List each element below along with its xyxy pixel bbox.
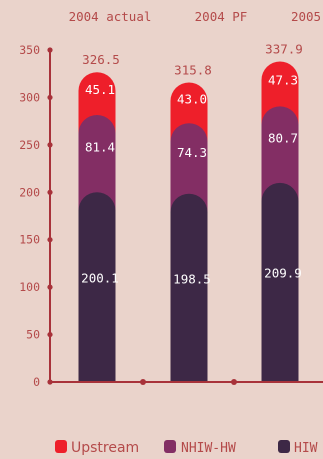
legend-item-upstream: Upstream [55,440,139,456]
segment-value-label: 47.3 [268,72,298,87]
legend-swatch [278,440,290,453]
bar-stack: 200.1 81.4 45.1 326.5 [78,52,120,383]
y-tick-label: 300 [19,90,40,104]
segment-value-label: 209.9 [264,265,302,280]
y-tick-dot [47,47,53,53]
y-tick-label: 350 [19,43,40,57]
y-tick-label: 50 [26,328,40,342]
segment-value-label: 80.7 [268,130,298,145]
bar-segment-hiw [261,182,299,382]
segment-value-label: 74.3 [177,145,207,160]
legend-label: HIW [294,441,318,456]
y-tick-dot [47,94,53,101]
legend-item-hiw: HIW [278,440,318,456]
y-axis: 0 50 100 150 200 250 300 350 [19,43,53,389]
bar-stack: 198.5 74.3 43.0 315.8 [170,62,212,383]
bar-base [78,363,116,382]
segment-value-label: 198.5 [173,271,211,286]
legend-swatch [164,440,176,453]
y-tick-dot [47,284,53,290]
y-tick-dot [47,189,53,195]
legend: Upstream NHIW-HW HIW [55,440,318,456]
y-tick-dot [47,142,53,148]
category-label: 2005 [291,9,321,24]
total-value-label: 315.8 [174,62,212,77]
bars: 200.1 81.4 45.1 326.5 198.5 74.3 43.0 315.8 209.… [78,41,303,383]
legend-swatch [55,440,67,453]
y-tick-label: 250 [19,138,40,152]
total-value-label: 326.5 [82,52,120,67]
y-tick-dot [47,237,53,243]
category-labels: 2004 actual 2004 PF 2005 [69,9,321,24]
segment-value-label: 81.4 [85,139,115,154]
total-value-label: 337.9 [265,41,303,56]
bar-base [261,363,299,382]
y-tick-label: 200 [19,185,40,199]
bar-base [170,363,208,382]
bar-segment-hiw [170,193,208,382]
y-tick-label: 100 [19,280,40,294]
bar-stack: 209.9 80.7 47.3 337.9 [261,41,303,382]
bar-segment-hiw [78,192,116,382]
y-tick-label: 0 [33,375,40,389]
legend-item-nhiw-hw: NHIW-HW [164,440,236,456]
category-label: 2004 PF [195,9,248,24]
legend-label: Upstream [71,440,139,456]
y-tick-dot [47,331,53,338]
x-axis-dot [140,379,146,385]
legend-label: NHIW-HW [181,441,236,456]
category-label: 2004 actual [69,9,152,24]
segment-value-label: 200.1 [81,271,119,286]
y-tick-label: 150 [19,233,40,247]
segment-value-label: 45.1 [85,82,115,97]
x-axis [50,379,323,385]
x-axis-dot [231,379,237,385]
segment-value-label: 43.0 [177,92,207,107]
